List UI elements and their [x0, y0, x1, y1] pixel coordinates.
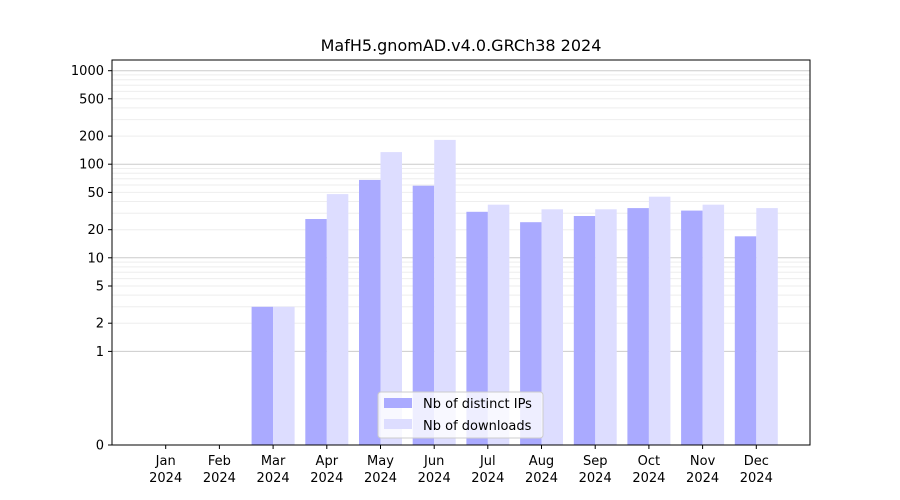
bar-ips [520, 222, 542, 445]
bar-downloads [434, 139, 456, 445]
y-tick-label: 10 [87, 251, 104, 266]
x-axis: Jan 2024 Feb 2024 Mar 2024 Apr 2024 May 2024 Jun 20… [149, 445, 773, 486]
bar-downloads [273, 306, 295, 445]
x-tick-label-year: 2024 [471, 471, 504, 486]
y-axis: 0 1 2 5 10 20 50 100 200 500 1000 [71, 64, 112, 454]
legend-swatch-ips [384, 398, 412, 408]
y-tick-label: 200 [79, 130, 104, 145]
y-tick-label: 0 [96, 439, 104, 454]
bar-downloads [326, 194, 349, 445]
x-tick-label-month: Jan [155, 454, 176, 469]
y-tick-label: 1000 [71, 64, 104, 79]
bar-downloads [595, 209, 617, 445]
bar-downloads [380, 152, 402, 445]
bar-ips [573, 216, 596, 445]
bar-downloads [702, 204, 725, 445]
legend-label-ips: Nb of distinct IPs [423, 397, 532, 412]
x-tick-label-year: 2024 [310, 471, 343, 486]
x-tick-label-month: Nov [690, 454, 716, 469]
legend: Nb of distinct IPs Nb of downloads [377, 391, 544, 439]
chart-title: MafH5.gnomAD.v4.0.GRCh38 2024 [321, 36, 602, 55]
bar-downloads [541, 209, 563, 445]
bar-ips [412, 185, 435, 445]
x-tick-label-month: Jun [423, 454, 444, 469]
x-tick-label-year: 2024 [149, 471, 182, 486]
x-tick-label-year: 2024 [203, 471, 236, 486]
y-tick-label: 2 [96, 317, 104, 332]
plot-frame [111, 59, 811, 446]
x-tick-label-month: Apr [316, 454, 339, 469]
x-tick-label-month: Feb [208, 454, 231, 469]
x-tick-label-month: Mar [261, 454, 286, 469]
x-tick-label-year: 2024 [632, 471, 665, 486]
bar-downloads [487, 204, 510, 445]
bar-ips [305, 219, 327, 445]
y-tick-label: 5 [96, 280, 104, 295]
legend-swatch-downloads [384, 419, 412, 429]
y-tick-label: 500 [79, 92, 104, 107]
x-tick-label-year: 2024 [686, 471, 719, 486]
x-tick-label-month: May [367, 454, 394, 469]
x-tick-label-year: 2024 [740, 471, 773, 486]
bar-downloads [648, 196, 671, 445]
x-tick-label-month: Jul [479, 454, 496, 469]
x-tick-label-year: 2024 [257, 471, 290, 486]
bar-ips [466, 211, 488, 445]
legend-label-downloads: Nb of downloads [423, 419, 532, 434]
bar-downloads [756, 208, 778, 445]
y-tick-label: 1 [96, 345, 104, 360]
bar-ips [627, 208, 649, 445]
x-tick-label-month: Sep [583, 454, 608, 469]
x-tick-label-year: 2024 [525, 471, 558, 486]
bar-ips [359, 179, 381, 445]
y-tick-label: 20 [87, 223, 104, 238]
x-tick-label-year: 2024 [364, 471, 397, 486]
bars [251, 139, 778, 445]
x-tick-label-month: Oct [638, 454, 660, 469]
x-tick-label-year: 2024 [579, 471, 612, 486]
y-tick-label: 100 [79, 158, 104, 173]
bar-ips [734, 236, 757, 445]
x-tick-label-year: 2024 [418, 471, 451, 486]
x-tick-label-month: Dec [744, 454, 769, 469]
legend-box [377, 391, 544, 439]
y-tick-label: 50 [87, 186, 104, 201]
bar-ips [681, 210, 703, 445]
x-tick-label-month: Aug [529, 454, 554, 469]
bar-ips [251, 306, 274, 445]
